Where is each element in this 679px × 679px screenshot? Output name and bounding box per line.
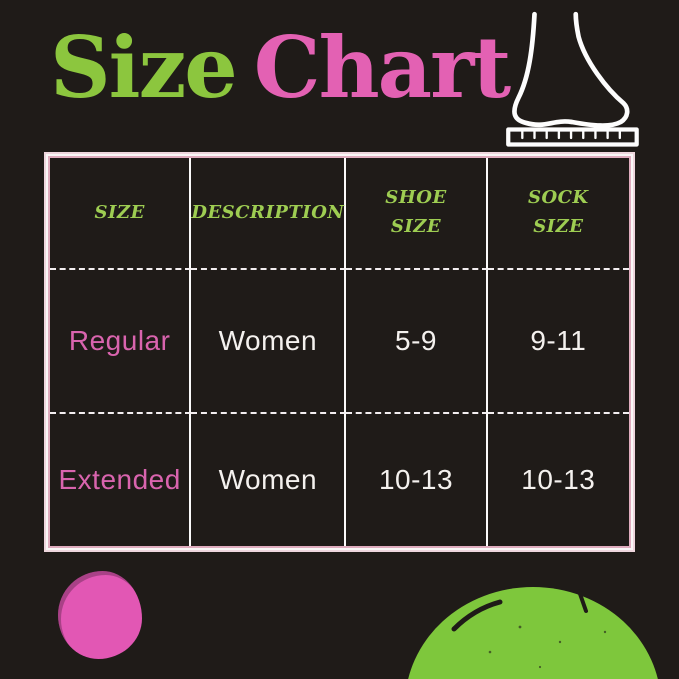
- header-description: DESCRIPTION: [191, 158, 347, 270]
- table-row-extended-sock-size: 10-13: [521, 464, 596, 495]
- table-row-extended-description: Women: [191, 414, 347, 546]
- foot-outline-path: [512, 11, 630, 128]
- title-word-chart: Chart: [253, 18, 511, 117]
- blob-speckles: [488, 625, 607, 669]
- blob-highlight-stroke: [451, 599, 503, 632]
- title-word-size: Size: [50, 18, 238, 117]
- table-row-regular-size: Regular: [50, 270, 192, 414]
- table-row-regular-description: Women: [191, 270, 347, 414]
- blob-notch-stroke: [577, 589, 588, 613]
- header-shoe-size: SHOE SIZE: [346, 158, 488, 270]
- size-table-grid: SIZE DESCRIPTION SHOE SIZE SOCK SIZE Reg…: [48, 156, 631, 548]
- size-table: SIZE DESCRIPTION SHOE SIZE SOCK SIZE Reg…: [44, 152, 635, 552]
- foot-measure-icon: [497, 4, 647, 155]
- ruler-ticks: [521, 128, 621, 140]
- table-row-regular-shoe-size: 5-9: [346, 270, 488, 414]
- green-blob-decoration: [400, 582, 679, 679]
- page-title: Size Chart: [50, 18, 511, 119]
- ruler-outline: [506, 127, 639, 147]
- header-sock-size: SOCK SIZE: [487, 158, 629, 270]
- table-row-regular-sock-size: 9-11: [487, 270, 629, 414]
- green-blob-shape: [408, 587, 658, 679]
- pink-circle-decoration: [58, 571, 142, 659]
- table-row-extended-shoe-size: 10-13: [346, 414, 488, 546]
- header-size: SIZE: [50, 158, 192, 270]
- table-row-extended-size: Extended: [50, 414, 192, 546]
- size-table-inner-frame: SIZE DESCRIPTION SHOE SIZE SOCK SIZE Reg…: [46, 154, 633, 550]
